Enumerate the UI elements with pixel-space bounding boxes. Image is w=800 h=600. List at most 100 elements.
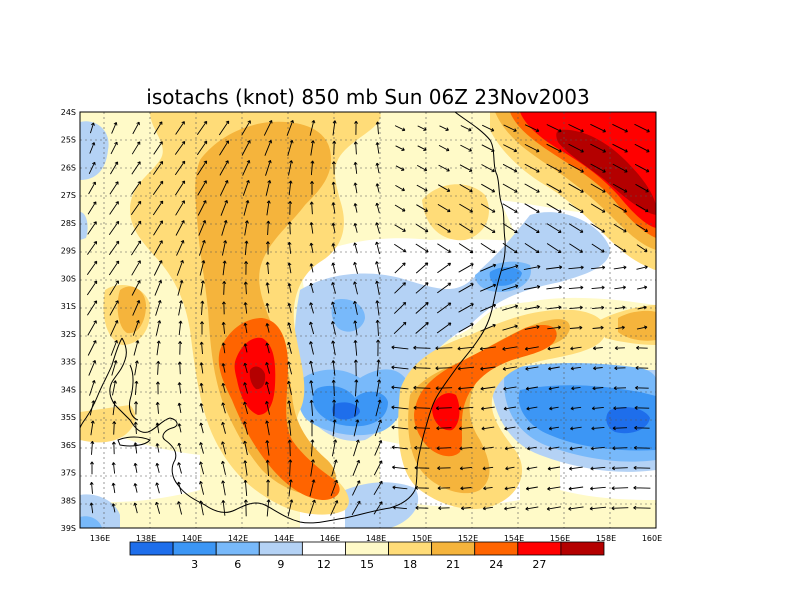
wind-arrow [244,261,249,275]
wind-arrow [613,265,627,270]
wind-arrow [88,161,96,174]
wind-arrow [524,124,540,133]
wind-arrow [592,325,604,330]
wind-arrow [569,325,583,330]
wind-arrow [110,320,119,336]
lon-tick-label: 144E [274,534,294,543]
wind-arrow [504,426,516,431]
wind-arrow [310,160,315,176]
colorbar-swatch [474,541,519,556]
wind-arrow [200,321,204,335]
wind-arrow [243,343,248,353]
wind-arrow [353,203,358,213]
lon-tick-label: 154E [504,534,524,543]
wind-arrow [178,300,183,316]
wind-arrow [221,301,226,315]
wind-arrow [353,439,360,457]
wind-arrow [503,144,518,153]
wind-arrow [310,140,315,156]
wind-arrow [436,446,452,451]
wind-arrow [89,122,95,134]
wind-arrow [437,282,452,294]
wind-arrow [175,220,185,236]
wind-arrow [611,486,629,491]
wind-arrow [591,265,606,270]
wind-arrow [243,479,248,496]
wind-arrow [457,346,475,351]
wind-arrow [287,241,292,254]
wind-arrow [436,426,452,431]
wind-arrow [197,200,207,216]
wind-arrow [526,446,537,451]
wind-arrow [112,380,118,396]
lon-tick-label: 142E [228,534,248,543]
wind-arrow [592,386,604,391]
wind-arrow [309,263,314,273]
wind-arrow [331,202,336,214]
wind-arrow [502,183,518,193]
colorbar-swatch [388,541,433,556]
wind-arrow [481,164,495,173]
wind-arrow [524,243,540,254]
wind-arrow [265,323,270,333]
wind-arrow [480,203,496,213]
wind-arrow [546,124,562,133]
wind-arrow [309,242,314,254]
wind-arrow [546,163,562,173]
wind-arrow [436,302,452,314]
wind-arrow [502,242,518,254]
wind-arrow [611,466,628,471]
wind-arrow [153,121,163,135]
wind-arrow [548,386,560,391]
wind-arrow [110,141,118,155]
wind-arrow [243,382,248,394]
wind-arrow [546,285,562,290]
wind-arrow [437,184,451,192]
wind-arrow [373,501,383,515]
wind-arrow [590,466,606,471]
wind-arrow [265,302,270,313]
wind-arrow [546,143,562,153]
wind-arrow [480,386,496,391]
wind-arrow [546,203,562,213]
wind-arrow [633,505,651,510]
wind-arrow [177,361,182,375]
wind-arrow [502,324,518,331]
wind-arrow [177,462,182,474]
colorbar-label: 15 [360,558,374,571]
wind-arrow [524,203,540,213]
wind-arrow [460,125,472,132]
wind-arrow [265,180,272,196]
wind-arrow [374,419,382,437]
wind-arrow [175,180,186,196]
wind-arrow [394,243,407,253]
wind-arrow [636,345,648,350]
latitude-axis: 24S 25S 26S 27S 28S 29S 30S 31S 32S 33S 34S 35S 36S 3… [61,108,76,533]
wind-arrow [636,224,649,232]
wind-arrow [221,321,226,334]
wind-arrow [87,240,98,255]
wind-arrow [592,305,605,310]
wind-arrow [375,261,380,275]
wind-arrow [614,305,626,310]
wind-arrow [633,485,651,490]
wind-arrow [413,405,431,410]
wind-arrow [109,201,119,215]
wind-arrow [133,502,138,514]
wind-arrow [155,320,162,336]
colorbar-swatch [215,541,260,556]
wind-arrow [130,200,142,215]
wind-arrow [438,164,450,172]
wind-arrow [416,204,428,212]
wind-arrow [175,121,185,135]
wind-arrow [287,499,294,517]
colorbar-label: 9 [277,558,284,571]
wind-arrow [196,140,208,156]
band-below-3 [332,402,650,434]
wind-arrow [266,479,271,497]
wind-arrow [546,183,562,193]
wind-arrow [331,301,337,315]
wind-arrow [199,442,204,454]
wind-arrow [111,360,118,376]
